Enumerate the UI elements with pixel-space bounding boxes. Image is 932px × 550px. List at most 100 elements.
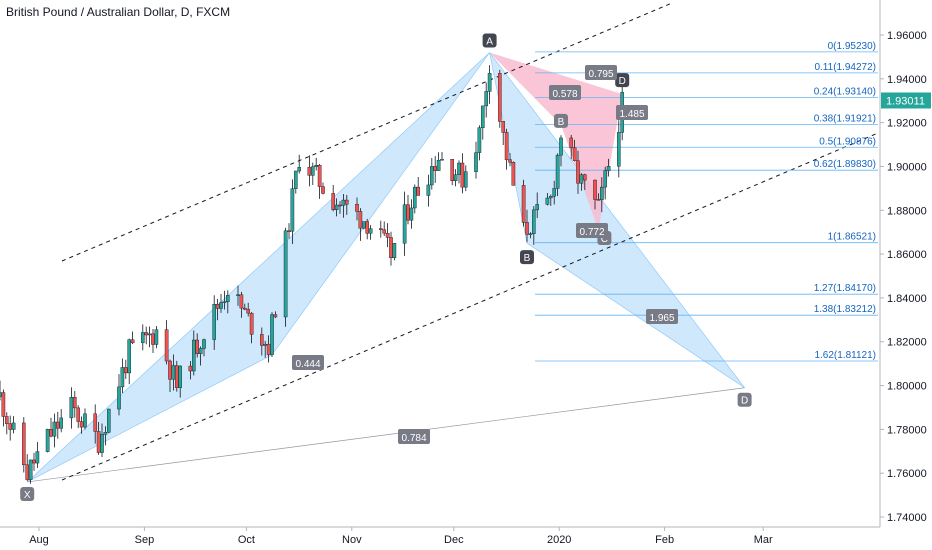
time-axis: Aug Sep Oct Nov Dec 2020 Feb Mar [29, 527, 773, 546]
ratio-text: 0.772 [579, 227, 604, 238]
candle-body [123, 367, 128, 374]
candle-body [174, 365, 179, 388]
candle-body [242, 307, 247, 310]
candle-body [35, 451, 40, 464]
candle-body [49, 429, 53, 437]
candle-body [225, 295, 230, 303]
candle-body [317, 165, 322, 187]
point-badge-bg [615, 73, 630, 88]
candle-body [389, 237, 393, 259]
candle-body [345, 199, 349, 205]
candle-body [596, 199, 601, 201]
candle-body [545, 197, 550, 205]
point-small-d: D [615, 73, 630, 88]
ratio-bg [585, 65, 617, 80]
candle-body [477, 127, 482, 153]
fib-label: 1.62(1.81121) [814, 350, 876, 361]
candles [0, 65, 624, 484]
ratio-bg [646, 309, 678, 324]
candle-body [379, 228, 383, 230]
candle-body [8, 423, 13, 430]
candle-body [487, 73, 492, 92]
fib-label: 0.5(1.90876) [819, 136, 876, 147]
price-tick-label: 1.84000 [887, 293, 927, 305]
candle-body [579, 174, 584, 184]
candle-body [481, 105, 485, 128]
ratio-bg [292, 355, 324, 370]
point-badge-text: C [601, 234, 608, 245]
candle-body [222, 301, 227, 304]
candle-body [76, 407, 80, 422]
candle-body [106, 408, 111, 433]
point-x: X [20, 486, 35, 501]
candle-body [532, 209, 536, 234]
candle-body [307, 167, 312, 176]
candle-body [528, 233, 533, 235]
xab-triangle [26, 52, 490, 483]
candle-body [59, 417, 63, 429]
candle-body [521, 185, 526, 223]
point-badge-text: D [741, 396, 748, 407]
candle-body [188, 365, 193, 372]
point-badge-bg [20, 486, 35, 501]
fib-label: 1(1.86521) [828, 232, 876, 243]
fib-label: 0.38(1.91921) [814, 113, 876, 124]
candle-body [249, 312, 254, 335]
price-tick-label: 1.92000 [887, 118, 927, 130]
time-tick-label: Mar [754, 534, 773, 546]
candle-body [297, 167, 302, 172]
time-tick-label: Aug [29, 534, 49, 546]
price-tick-label: 1.78000 [887, 424, 927, 436]
ratio-text: 0.795 [588, 69, 613, 80]
candle-body [552, 188, 556, 197]
candle-body [525, 222, 529, 235]
candle-body [28, 459, 33, 480]
price-tick-label: 1.80000 [887, 381, 927, 393]
harmonic-pattern [489, 52, 623, 230]
candle-body [11, 422, 16, 430]
fib-label: 0.24(1.93140) [814, 87, 876, 98]
ratio-bg [549, 85, 581, 100]
candle-body [219, 302, 223, 309]
candle-body [25, 464, 30, 480]
candle-body [270, 314, 274, 355]
candle-body [430, 166, 434, 186]
candle-body [314, 165, 319, 167]
candle-body [246, 308, 251, 314]
candle-body [321, 186, 325, 194]
ratio-label: 0.772 [576, 223, 608, 238]
ratio-label: 0.795 [585, 65, 617, 80]
candle-body [130, 339, 135, 344]
ratio-label: 1.485 [616, 105, 648, 120]
candle-body [358, 211, 363, 229]
time-tick-label: Oct [238, 534, 255, 546]
candle-body [191, 339, 196, 372]
ratio-label: 0.444 [292, 355, 324, 370]
candle-body [96, 431, 101, 453]
candle-body [263, 343, 268, 346]
fib-label: 0(1.95230) [828, 41, 876, 52]
price-tick-label: 1.90000 [887, 161, 927, 173]
candle-body [413, 186, 417, 209]
point-b: B [520, 250, 534, 265]
candle-body [283, 230, 288, 318]
candle-body [215, 304, 220, 309]
candle-body [140, 332, 145, 344]
candle-body [171, 365, 176, 380]
point-badge-text: B [524, 253, 531, 264]
point-badge-text: A [486, 37, 493, 48]
candle-body [576, 160, 580, 184]
time-tick-label: Dec [444, 534, 464, 546]
ratio-bg [398, 429, 430, 444]
candle-body [154, 329, 159, 345]
candle-body [341, 199, 346, 206]
candle-body [127, 339, 131, 374]
ratio-text: 1.485 [619, 109, 644, 120]
candle-body [79, 421, 84, 428]
candle-body [266, 343, 271, 355]
candle-body [498, 73, 502, 122]
candle-body [572, 147, 577, 161]
time-tick-label: Sep [135, 534, 155, 546]
